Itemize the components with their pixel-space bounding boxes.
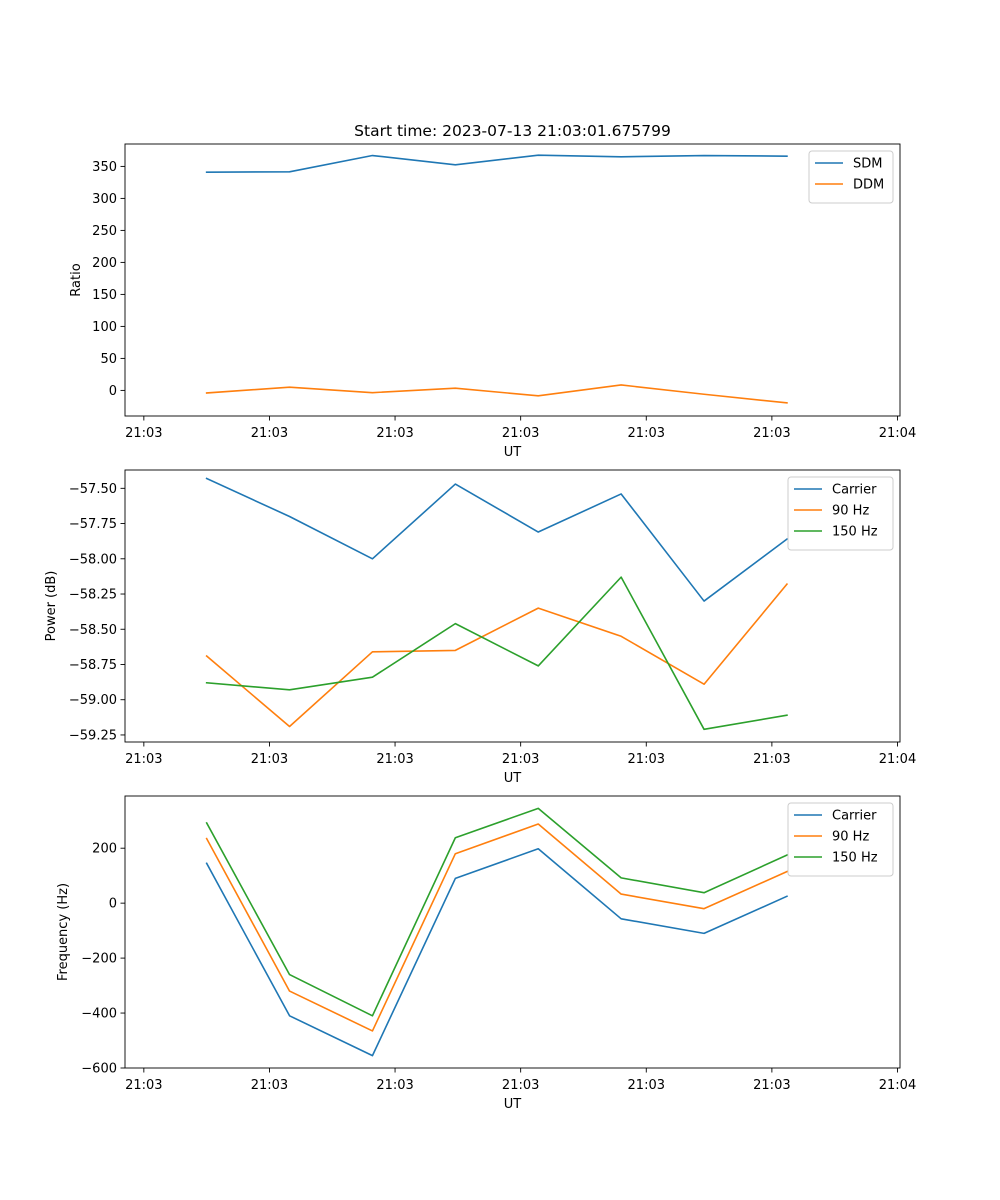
x-tick-label: 21:03 <box>251 1078 288 1093</box>
y-axis-label: Frequency (Hz) <box>56 883 71 981</box>
x-tick-label: 21:04 <box>879 752 916 767</box>
legend-label-150-hz: 150 Hz <box>832 525 878 540</box>
plot-area <box>125 144 900 416</box>
y-tick-label: −58.75 <box>69 658 117 673</box>
y-tick-label: −200 <box>81 952 117 967</box>
y-tick-label: 200 <box>92 256 117 271</box>
x-tick-label: 21:03 <box>753 1078 790 1093</box>
legend-label-carrier: Carrier <box>832 483 877 498</box>
y-tick-label: −58.25 <box>69 588 117 603</box>
series-line-150-hz <box>205 576 788 731</box>
frequency-subplot: 21:03 21:03 21:03 21:03 21:03 21:03 21:04 −600 −… <box>56 795 916 1112</box>
x-tick-label: 21:03 <box>628 1078 665 1093</box>
series-line-carrier <box>205 847 789 1057</box>
series-line-ddm <box>205 384 788 404</box>
legend-label-sdm: SDM <box>853 157 882 172</box>
plot-area <box>125 470 900 742</box>
series-line-150-hz <box>205 807 789 1017</box>
x-tick-label: 21:03 <box>125 426 162 441</box>
legend-label-ddm: DDM <box>853 178 884 193</box>
y-tick-label: −400 <box>81 1007 117 1022</box>
plot-area <box>125 796 900 1068</box>
y-tick-label: 300 <box>92 192 117 207</box>
series-line-carrier <box>205 477 789 602</box>
x-tick-label: 21:03 <box>753 752 790 767</box>
x-tick-label: 21:03 <box>628 752 665 767</box>
x-tick-label: 21:03 <box>502 752 539 767</box>
legend-label-carrier: Carrier <box>832 809 877 824</box>
y-tick-label: −600 <box>81 1062 117 1077</box>
y-tick-label: −59.25 <box>69 728 117 743</box>
y-tick-label: −58.00 <box>69 552 117 567</box>
legend-label-90-hz: 90 Hz <box>832 830 869 845</box>
y-tick-label: 50 <box>100 352 117 367</box>
y-tick-label: 200 <box>92 842 117 857</box>
y-tick-label: −57.50 <box>69 482 117 497</box>
y-tick-label: 0 <box>109 384 117 399</box>
x-tick-label: 21:03 <box>502 1078 539 1093</box>
y-tick-label: −57.75 <box>69 517 117 532</box>
y-tick-label: 100 <box>92 320 117 335</box>
series-line-sdm <box>205 154 788 173</box>
ratio-subplot: 21:03 21:03 21:03 21:03 21:03 21:03 21:04 0 50 10… <box>69 122 916 460</box>
y-tick-label: 0 <box>109 897 117 912</box>
series-line-90-hz <box>205 583 789 728</box>
x-tick-label: 21:03 <box>753 426 790 441</box>
y-axis-label: Ratio <box>69 263 84 296</box>
y-tick-label: 150 <box>92 288 117 303</box>
power-subplot: 21:03 21:03 21:03 21:03 21:03 21:03 21:04 −59.2… <box>44 469 916 786</box>
x-axis-label: UT <box>504 1097 522 1112</box>
y-tick-label: −59.00 <box>69 693 117 708</box>
legend-box <box>808 150 894 204</box>
x-tick-label: 21:03 <box>376 426 413 441</box>
x-tick-label: 21:03 <box>376 752 413 767</box>
y-tick-label: −58.50 <box>69 623 117 638</box>
x-tick-label: 21:03 <box>376 1078 413 1093</box>
legend-label-150-hz: 150 Hz <box>832 851 878 866</box>
y-tick-label: 250 <box>92 224 117 239</box>
x-tick-label: 21:03 <box>628 426 665 441</box>
plot-frame <box>124 143 901 417</box>
x-tick-label: 21:03 <box>125 1078 162 1093</box>
plot-frame <box>124 469 901 743</box>
legend-label-90-hz: 90 Hz <box>832 504 869 519</box>
x-tick-label: 21:03 <box>251 752 288 767</box>
x-tick-label: 21:03 <box>251 426 288 441</box>
chart-title: Start time: 2023-07-13 21:03:01.675799 <box>354 122 671 140</box>
x-axis-label: UT <box>504 445 522 460</box>
y-tick-label: 350 <box>92 160 117 175</box>
x-tick-label: 21:03 <box>502 426 539 441</box>
plot-frame <box>124 795 901 1069</box>
y-axis-label: Power (dB) <box>44 571 59 642</box>
x-tick-label: 21:04 <box>879 426 916 441</box>
x-tick-label: 21:04 <box>879 1078 916 1093</box>
x-tick-label: 21:03 <box>125 752 162 767</box>
series-line-90-hz <box>205 823 789 1032</box>
x-axis-label: UT <box>504 771 522 786</box>
